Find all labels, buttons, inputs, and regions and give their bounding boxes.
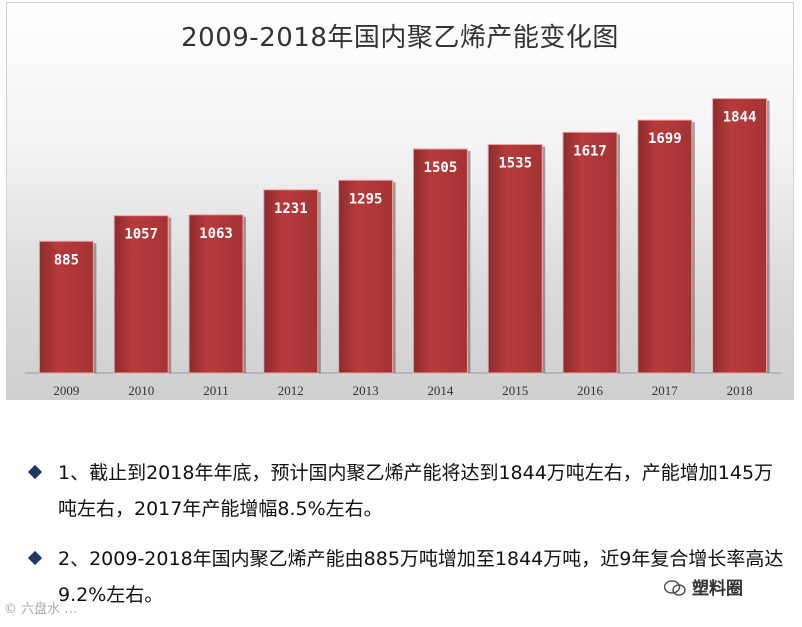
data-label: 1063 bbox=[199, 226, 233, 242]
bar-2016 bbox=[562, 131, 618, 374]
x-tick-label: 2013 bbox=[353, 383, 379, 398]
data-label: 1057 bbox=[124, 227, 158, 243]
watermark-left: © 六盘水 … bbox=[4, 602, 78, 617]
x-tick-label: 2014 bbox=[427, 383, 454, 398]
note-text: 2、2009-2018年国内聚乙烯产能由885万吨增加至1844万吨，近9年复合… bbox=[58, 548, 784, 606]
bar-2010 bbox=[113, 215, 169, 374]
note-text: 1、截止到2018年年底，预计国内聚乙烯产能将达到1844万吨左右，产能增加14… bbox=[58, 462, 774, 520]
x-tick-label: 2009 bbox=[53, 383, 79, 398]
bar-2012 bbox=[263, 189, 319, 374]
data-label: 1844 bbox=[723, 110, 757, 126]
bar-2009 bbox=[38, 240, 94, 374]
note-item: 2、2009-2018年国内聚乙烯产能由885万吨增加至1844万吨，近9年复合… bbox=[27, 541, 790, 613]
data-label: 1535 bbox=[498, 156, 532, 172]
x-tick-label: 2015 bbox=[502, 383, 528, 398]
watermark-right-label: 塑料圈 bbox=[692, 579, 743, 599]
x-tick-label: 2018 bbox=[727, 383, 753, 398]
bar-2014 bbox=[412, 148, 468, 374]
bar-2013 bbox=[338, 179, 394, 374]
bar-chart: 885 2009 1057 2010 1063 2011 1231 2012 1295 2013 1… bbox=[25, 98, 781, 398]
x-tick-label: 2012 bbox=[278, 383, 304, 398]
data-label: 1295 bbox=[349, 191, 383, 207]
data-label: 1699 bbox=[648, 131, 682, 147]
bar-2015 bbox=[487, 144, 543, 374]
note-item: 1、截止到2018年年底，预计国内聚乙烯产能将达到1844万吨左右，产能增加14… bbox=[27, 455, 790, 527]
bar-2011 bbox=[188, 214, 244, 374]
x-tick-label: 2010 bbox=[128, 383, 154, 398]
chart-title: 2009-2018年国内聚乙烯产能变化图 bbox=[181, 23, 619, 53]
notes-list: 1、截止到2018年年底，预计国内聚乙烯产能将达到1844万吨左右，产能增加14… bbox=[27, 455, 790, 627]
data-label: 1505 bbox=[424, 160, 458, 176]
wechat-icon bbox=[664, 580, 686, 596]
bar-2017 bbox=[637, 119, 693, 374]
chart-panel: 2009-2018年国内聚乙烯产能变化图 885 2009 1057 2010 1063… bbox=[6, 2, 794, 400]
data-label: 1231 bbox=[274, 201, 308, 217]
x-tick-label: 2017 bbox=[652, 383, 679, 398]
watermark-right: 塑料圈 bbox=[664, 574, 743, 599]
x-tick-label: 2016 bbox=[577, 383, 604, 398]
bar-2018 bbox=[712, 98, 768, 374]
x-tick-label: 2011 bbox=[203, 383, 229, 398]
diamond-bullet-icon bbox=[27, 550, 43, 566]
data-label: 885 bbox=[54, 252, 79, 268]
data-label: 1617 bbox=[573, 143, 607, 159]
diamond-bullet-icon bbox=[27, 464, 43, 480]
